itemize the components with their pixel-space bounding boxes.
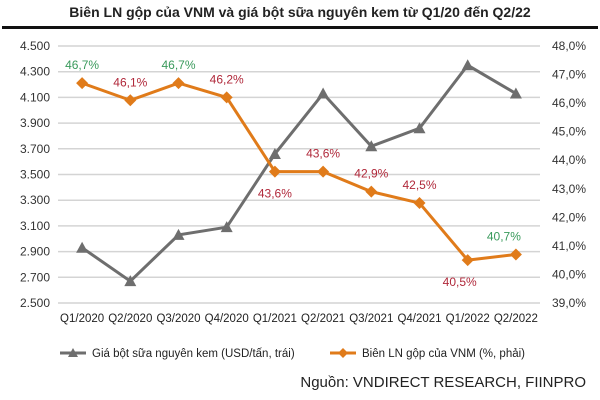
data-label: 40,5% [443,275,477,289]
data-label: 42,5% [402,178,436,192]
data-label: 43,6% [258,187,292,201]
right-tick-label: 44,0% [552,153,586,167]
right-tick-label: 47,0% [552,68,586,82]
data-label: 46,7% [161,58,195,72]
left-tick-label: 2.500 [20,296,50,310]
series-line-1 [81,81,517,262]
title-rule [2,26,598,29]
left-tick-label: 3.900 [20,116,50,130]
diamond-marker [124,94,137,107]
legend-label: Biên LN gộp của VNM (%, phải) [362,348,525,360]
right-tick-label: 42,0% [552,210,586,224]
diamond-marker [268,165,281,178]
triangle-marker [172,228,185,240]
x-tick-label: Q2/2022 [494,313,538,325]
data-label: 42,9% [354,167,388,181]
left-tick-label: 4.300 [20,65,50,79]
left-tick-label: 3.100 [20,219,50,233]
diamond-marker [220,91,233,104]
right-tick-label: 43,0% [552,182,586,196]
left-tick-label: 4.100 [20,90,50,104]
diamond-marker [461,254,474,267]
x-tick-label: Q3/2020 [156,313,200,325]
left-tick-label: 3.500 [20,168,50,182]
diamond-marker [317,165,330,178]
data-label: 40,7% [487,229,521,243]
chart-title: Biên LN gộp của VNM và giá bột sữa nguyê… [69,4,531,20]
x-tick-label: Q4/2021 [397,313,441,325]
legend-label: Giá bột sữa nguyên kem (USD/tấn, trái) [92,348,295,360]
diamond-marker [509,248,522,261]
data-label: 46,1% [113,75,147,89]
left-tick-label: 3.300 [20,193,50,207]
triangle-marker [413,122,426,134]
legend-triangle-icon [68,348,78,357]
triangle-marker [461,59,474,71]
triangle-marker [365,140,378,152]
right-tick-label: 45,0% [552,125,586,139]
x-tick-label: Q2/2021 [301,313,345,325]
x-tick-label: Q1/2020 [60,313,104,325]
legend-diamond-icon [338,348,348,358]
triangle-marker [509,87,522,99]
diamond-marker [413,197,426,210]
source-note: Nguồn: VNDIRECT RESEARCH, FIINPRO [300,374,586,391]
right-tick-label: 41,0% [552,239,586,253]
right-tick-label: 48,0% [552,39,586,53]
x-tick-label: Q2/2020 [108,313,152,325]
right-tick-label: 46,0% [552,96,586,110]
left-tick-label: 3.700 [20,142,50,156]
triangle-marker [124,275,137,287]
triangle-marker [220,221,233,233]
data-label: 46,7% [65,58,99,72]
left-tick-label: 2.900 [20,245,50,259]
right-tick-label: 40,0% [552,267,586,281]
data-label: 46,2% [210,72,244,86]
diamond-marker [172,77,185,90]
x-tick-label: Q3/2021 [349,313,393,325]
triangle-marker [76,241,89,253]
diamond-marker [76,77,89,90]
left-tick-label: 4.500 [20,39,50,53]
x-tick-label: Q1/2022 [446,313,490,325]
diamond-marker [365,185,378,198]
triangle-marker [317,87,330,99]
x-tick-label: Q4/2020 [205,313,249,325]
x-tick-label: Q1/2021 [253,313,297,325]
series-line-0 [81,63,517,284]
triangle-marker [268,147,281,159]
left-tick-label: 2.700 [20,270,50,284]
right-tick-label: 39,0% [552,296,586,310]
data-label: 43,6% [306,147,340,161]
